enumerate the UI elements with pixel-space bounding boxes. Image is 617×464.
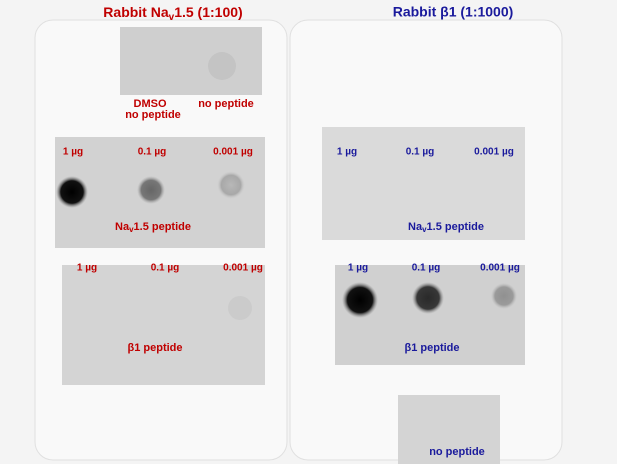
label-part: Na — [408, 221, 423, 233]
amount-label: 1 µg — [77, 263, 97, 274]
amount-label: 0.001 µg — [223, 263, 263, 274]
dot — [56, 176, 88, 208]
title-part: 1.5 (1:100) — [174, 4, 242, 20]
membrane — [62, 265, 265, 385]
amount-label: 0.001 µg — [213, 147, 253, 158]
label-part: Na — [115, 221, 130, 233]
right-title: Rabbit β1 (1:1000) — [393, 4, 514, 20]
label-part: 1.5 peptide — [427, 221, 484, 233]
amount-label: 0.001 µg — [480, 263, 520, 274]
amount-label: 0.1 µg — [412, 263, 441, 274]
amount-label: 1 µg — [348, 263, 368, 274]
amount-label: 0.001 µg — [474, 147, 514, 158]
left-title: Rabbit Nav1.5 (1:100) — [103, 4, 242, 23]
label: Nav1.5 peptide — [115, 221, 191, 234]
label: β1 peptide — [405, 342, 460, 354]
title-subscript: v — [169, 12, 175, 23]
spot — [228, 296, 252, 320]
amount-label: 1 µg — [337, 147, 357, 158]
amount-label: 0.1 µg — [406, 147, 435, 158]
label-part: 1.5 peptide — [134, 221, 191, 233]
membrane — [120, 27, 262, 95]
dot — [137, 176, 165, 204]
dot — [342, 282, 378, 318]
amount-label: 1 µg — [63, 147, 83, 158]
label-subscript: v — [422, 225, 427, 234]
amount-label: 0.1 µg — [151, 263, 180, 274]
label-subscript: v — [129, 225, 134, 234]
label: Nav1.5 peptide — [408, 221, 484, 234]
spot — [208, 52, 236, 80]
label: no peptide — [198, 98, 254, 110]
membrane — [398, 395, 500, 464]
dot — [491, 283, 517, 309]
label: β1 peptide — [128, 342, 183, 354]
dot — [217, 171, 245, 199]
amount-label: 0.1 µg — [138, 147, 167, 158]
label: no peptide — [429, 446, 485, 458]
label: DMSO — [134, 98, 167, 110]
label: no peptide — [125, 109, 181, 121]
membrane — [322, 127, 525, 240]
title-part: Rabbit Na — [103, 4, 169, 20]
dot — [412, 282, 444, 314]
